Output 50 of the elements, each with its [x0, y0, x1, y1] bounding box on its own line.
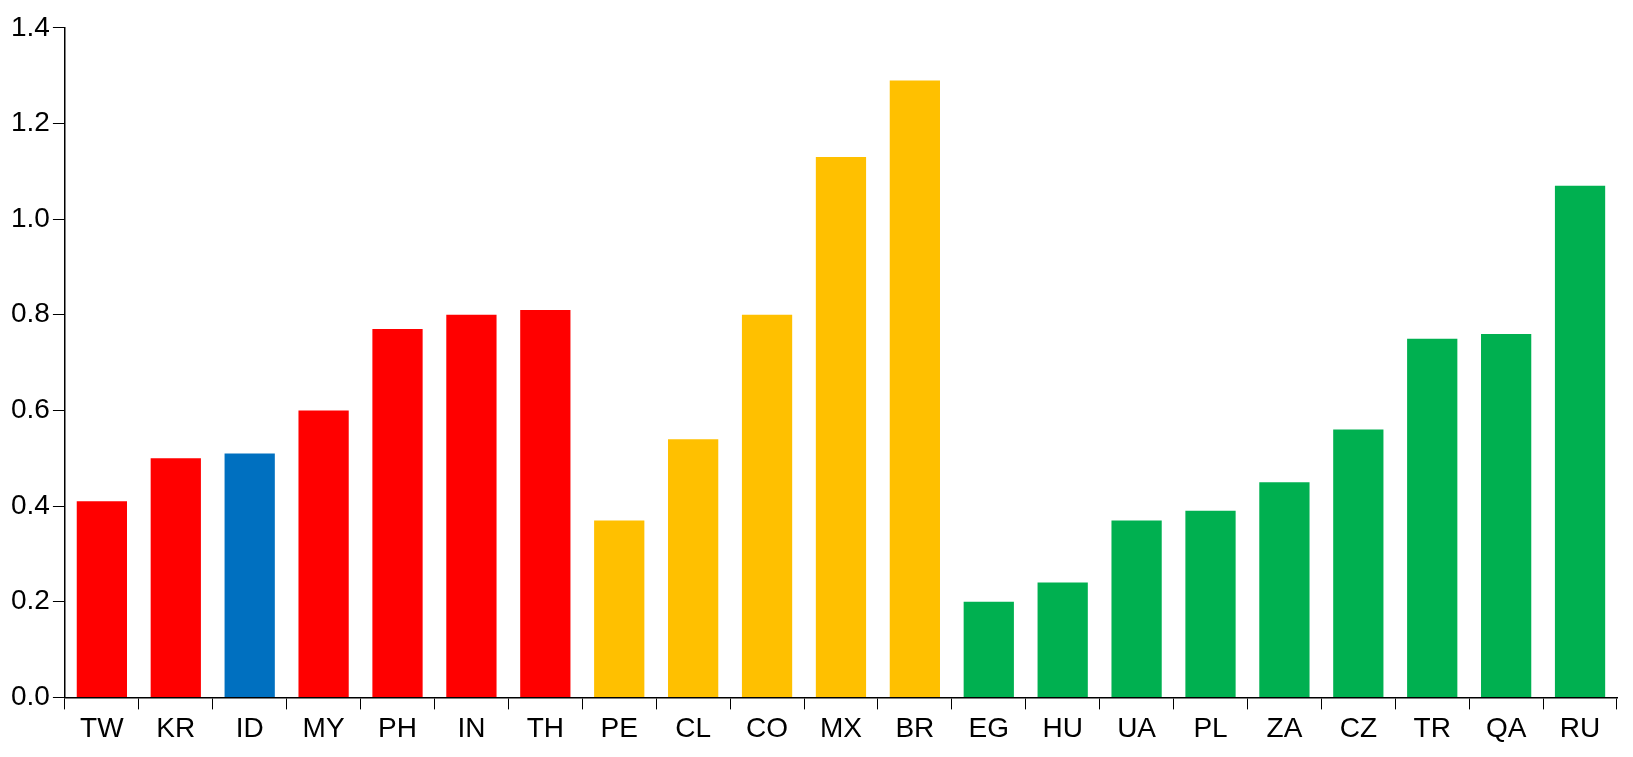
x-tick-label: ZA: [1266, 711, 1303, 743]
bar: [1111, 520, 1162, 697]
bar: [372, 329, 423, 697]
x-tick-label: CL: [675, 711, 712, 743]
x-tick-label: KR: [156, 711, 196, 743]
bar: [298, 410, 349, 697]
y-tick-label: 0.0: [10, 680, 50, 712]
bar: [1037, 582, 1088, 697]
bar: [76, 501, 128, 697]
x-tick-label: MY: [302, 711, 345, 743]
y-tick-label: 0.4: [10, 488, 50, 520]
x-tick-label: BR: [895, 711, 935, 743]
bar: [446, 314, 497, 697]
y-tick-label: 0.6: [10, 393, 50, 425]
x-tick-label: IN: [457, 711, 486, 743]
x-tick-label: MX: [819, 711, 863, 743]
x-tick-label: CO: [746, 711, 789, 743]
bar: [224, 453, 275, 697]
bar: [520, 309, 571, 697]
x-tick-label: ID: [235, 711, 264, 743]
x-tick-label: TW: [80, 711, 125, 743]
bar: [1554, 185, 1606, 697]
x-tick-label: QA: [1485, 711, 1527, 743]
x-tick-label: RU: [1559, 711, 1601, 743]
x-tick-label: HU: [1042, 711, 1083, 743]
y-tick-label: 1.2: [10, 106, 50, 138]
x-tick-label: UA: [1117, 711, 1157, 743]
bar: [1407, 338, 1458, 697]
y-tick-label: 0.8: [10, 297, 50, 329]
x-tick-label: PE: [600, 711, 638, 743]
bar: [1259, 482, 1310, 697]
bar: [889, 80, 940, 697]
bar: [1481, 333, 1532, 697]
bar: [150, 458, 201, 697]
bar: [668, 439, 719, 697]
bar: [963, 601, 1014, 697]
bar: [594, 520, 645, 697]
y-tick-label: 1.4: [10, 10, 50, 42]
x-tick-label: EG: [968, 711, 1010, 743]
y-tick-label: 0.2: [10, 584, 50, 616]
x-tick-label: PL: [1193, 711, 1228, 743]
y-tick-label: 1.0: [10, 201, 50, 233]
x-tick-label: CZ: [1339, 711, 1377, 743]
x-tick-label: PH: [378, 711, 417, 743]
x-tick-label: TR: [1413, 711, 1451, 743]
x-tick-label: TH: [526, 711, 564, 743]
bar: [1333, 429, 1384, 697]
bar: [1185, 510, 1236, 697]
bar: [741, 314, 793, 697]
bar: [815, 156, 867, 697]
